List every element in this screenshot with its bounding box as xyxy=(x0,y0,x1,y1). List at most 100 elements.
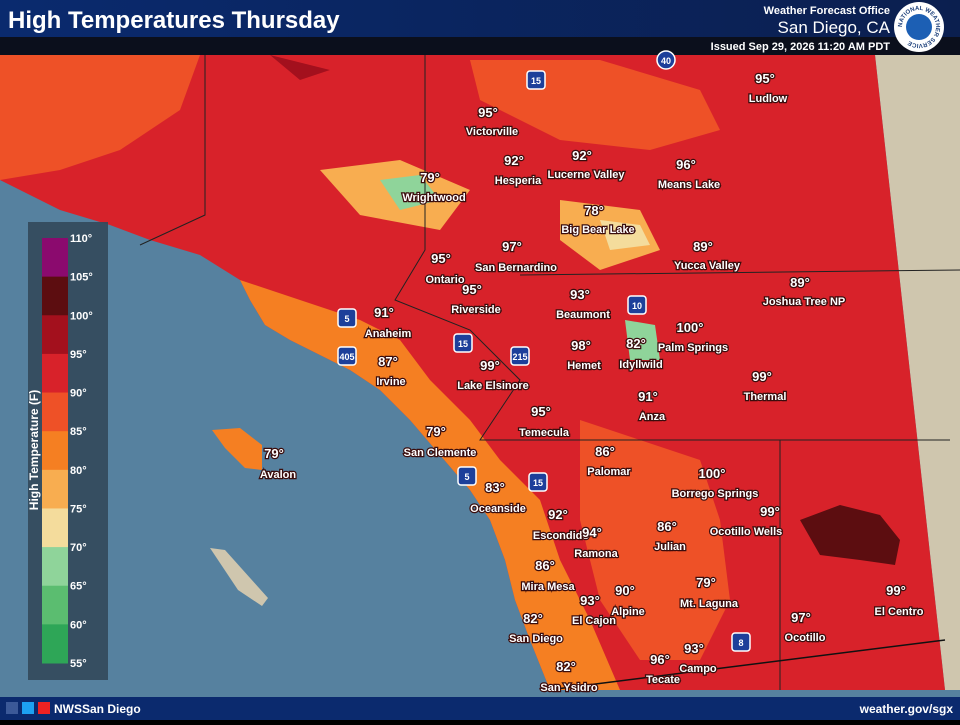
city-name: Lucerne Valley xyxy=(547,169,625,181)
city-name: Anza xyxy=(639,411,666,423)
city-name: Avalon xyxy=(260,469,297,481)
highway-number: 15 xyxy=(458,339,468,349)
city-name: Ramona xyxy=(574,548,618,560)
city-name: Anaheim xyxy=(365,328,412,340)
city-temp: 97° xyxy=(791,610,811,625)
facebook-icon[interactable] xyxy=(6,702,18,714)
island xyxy=(210,548,268,606)
logo-center xyxy=(906,14,932,40)
city-temp: 96° xyxy=(676,157,696,172)
highway-shield xyxy=(528,472,548,492)
city-name: Means Lake xyxy=(658,179,720,191)
desert-relief xyxy=(875,55,960,690)
city-temp: 99° xyxy=(886,583,906,598)
city-temp: 95° xyxy=(755,71,775,86)
city-temp: 100° xyxy=(699,466,726,481)
legend-label: 80° xyxy=(70,465,87,477)
city-temp: 98° xyxy=(571,338,591,353)
footer-url[interactable]: weather.gov/sgx xyxy=(859,702,954,716)
city-temp: 79° xyxy=(264,446,284,461)
header-strip xyxy=(0,37,960,55)
highway-shield xyxy=(337,346,357,366)
temp-zone xyxy=(270,55,330,80)
city-name: Borrego Springs xyxy=(672,488,759,500)
highway-number: 5 xyxy=(464,472,469,482)
city-temp: 92° xyxy=(572,148,592,163)
city-name: Palm Springs xyxy=(658,342,728,354)
county-lines xyxy=(139,55,960,690)
city-temp: 91° xyxy=(638,389,658,404)
office: San Diego, CA xyxy=(778,18,891,37)
highway-number: 405 xyxy=(339,352,354,362)
city-temp: 89° xyxy=(790,275,810,290)
city-name: Oceanside xyxy=(470,503,526,515)
legend-swatch xyxy=(42,585,68,625)
header-bar xyxy=(0,0,960,37)
city-temp: 99° xyxy=(752,369,772,384)
city-name: Ocotillo Wells xyxy=(710,526,783,538)
city-name: Ludlow xyxy=(749,93,788,105)
city-temp: 97° xyxy=(502,239,522,254)
city-name: Joshua Tree NP xyxy=(763,296,846,308)
city-temp: 79° xyxy=(420,170,440,185)
legend-swatch xyxy=(42,392,68,432)
legend-swatch xyxy=(42,315,68,355)
highway-shield xyxy=(656,50,676,70)
issued: Issued Sep 29, 2026 11:20 AM PDT xyxy=(711,41,891,53)
city-name: Hesperia xyxy=(495,175,542,187)
highway-shield xyxy=(510,346,530,366)
city-name: Yucca Valley xyxy=(674,260,741,272)
legend: 110° 105° 100° 95° 90° 85° 80° 75° 70° 65° 60° 55° xyxy=(42,233,93,670)
island xyxy=(212,428,262,470)
office-line: Weather Forecast Office xyxy=(764,5,890,17)
city-temp: 82° xyxy=(556,659,576,674)
youtube-icon[interactable] xyxy=(38,702,50,714)
city-temp: 79° xyxy=(426,424,446,439)
city-temp: 90° xyxy=(615,583,635,598)
city-temp: 89° xyxy=(693,239,713,254)
city-name: Ocotillo xyxy=(785,632,826,644)
legend-label: 85° xyxy=(70,426,87,438)
city-temp: 94° xyxy=(582,525,602,540)
twitter-icon[interactable] xyxy=(22,702,34,714)
legend-swatch xyxy=(42,508,68,548)
city-temp: 93° xyxy=(684,641,704,656)
city-name: Campo xyxy=(679,663,717,675)
city-temp: 99° xyxy=(480,358,500,373)
city-name: Idyllwild xyxy=(619,359,662,371)
city-temp: 91° xyxy=(374,305,394,320)
temp-zone xyxy=(625,320,660,360)
highway-shield xyxy=(731,632,751,652)
city-name: San Bernardino xyxy=(475,262,557,274)
city-temp: 83° xyxy=(485,480,505,495)
city-name: Julian xyxy=(654,541,686,553)
legend-label: 110° xyxy=(70,233,92,245)
boundary xyxy=(139,55,206,246)
city-name: Thermal xyxy=(744,391,787,403)
legend-label: 75° xyxy=(70,503,87,515)
cities: 95° Ludlow 95° Victorville 92° Hesperia 92° Luc… xyxy=(259,70,925,696)
city-name: Mira Mesa xyxy=(521,581,575,593)
highway-number: 15 xyxy=(531,76,541,86)
highway-shield xyxy=(526,70,546,90)
legend-swatch xyxy=(42,238,68,278)
highway-number: 8 xyxy=(738,638,743,648)
city-temp: 96° xyxy=(650,652,670,667)
temp-zone xyxy=(240,280,620,690)
legend-label: 70° xyxy=(70,542,87,554)
city-name: Mt. Laguna xyxy=(680,598,739,610)
city-name: Irvine xyxy=(376,376,405,388)
boundary xyxy=(519,269,960,276)
legend-label: 105° xyxy=(70,272,93,284)
city-name: Victorville xyxy=(466,126,518,138)
city-name: Big Bear Lake xyxy=(561,224,634,236)
footer-account: NWSSan Diego xyxy=(54,702,141,716)
legend-title: High Temperature (F) xyxy=(27,390,41,510)
city-temp: 95° xyxy=(462,282,482,297)
boundary xyxy=(394,55,950,441)
legend-swatch xyxy=(42,469,68,509)
city-temp: 93° xyxy=(570,287,590,302)
highway-shield xyxy=(337,308,357,328)
